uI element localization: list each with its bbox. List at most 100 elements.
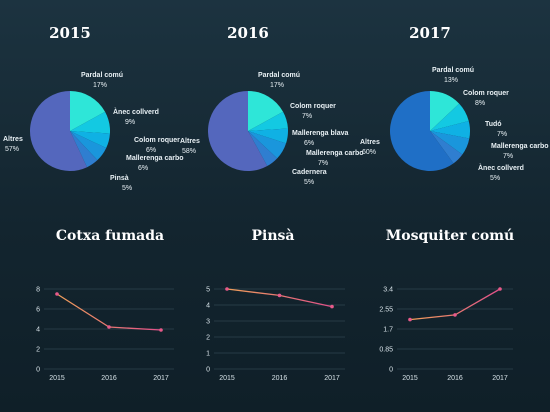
line-chart-cotxa-fumada: 0 2 4 6 8 2015 2016 2017 [36, 287, 174, 382]
y-tick-label: 0 [206, 367, 210, 374]
pie-slice-altres [30, 91, 88, 171]
pie-slice-altres [390, 91, 454, 171]
pie-slice-pardal-comu [248, 91, 284, 131]
y-tick-label: 4 [206, 303, 210, 310]
pie-value-altres: 58% [182, 148, 196, 155]
pie-slice-colom-roquer [248, 111, 288, 131]
data-point [107, 325, 111, 329]
pie-slice-pinsa [70, 131, 98, 168]
line-chart-pinsa: 0 1 2 3 4 5 2015 2016 2017 [206, 287, 345, 382]
pie-value-tudo: 7% [497, 131, 507, 138]
line-title-mosquiter-comu: Mosquiter comú [386, 228, 514, 244]
line-chart-mosquiter-comu: 0 0.85 1.7 2.55 3.4 2015 2016 2017 [379, 287, 513, 382]
pie-label-pardal-comu: Pardal comú [432, 67, 474, 74]
pie-slice-pardal-comu [70, 91, 106, 131]
data-point [159, 328, 163, 332]
pie-label-tudo: Tudó [485, 121, 502, 128]
y-tick-label: 3 [206, 319, 210, 326]
pie-slice-mallerenga-carbo [430, 131, 470, 155]
series-line [56, 293, 162, 331]
x-tick-label: 2015 [49, 375, 65, 382]
pie-label-mallerenga-carbo: Mallerenga carbo [306, 150, 364, 157]
y-tick-label: 0 [36, 367, 40, 374]
pie-label-colom-roquer: Colom roquer [134, 137, 180, 144]
pie-value-pardal-comu: 17% [93, 82, 107, 89]
line-title-cotxa-fumada: Cotxa fumada [56, 228, 164, 244]
data-point [453, 313, 457, 317]
pie-slice-mallerenga-carbo [70, 131, 107, 161]
pie-slice-colom-roquer [430, 103, 469, 131]
pie-label-mallerenga-carbo: Mallerenga carbo [491, 143, 549, 150]
x-tick-label: 2017 [492, 375, 508, 382]
pie-value-altres: 57% [5, 146, 19, 153]
pie-label-cadernera: Cadernera [292, 169, 327, 176]
pie-2015: Pardal comú 17% Ànec collverd 9% Colom roque… [3, 72, 184, 192]
data-point [498, 287, 502, 291]
pie-slice-cadernera [248, 131, 278, 167]
pie-value-mallerenga-carbo: 7% [318, 160, 328, 167]
pie-value-colom-roquer: 8% [475, 100, 485, 107]
series-line [226, 288, 333, 308]
y-tick-label: 3.4 [383, 287, 393, 294]
pie-label-pardal-comu: Pardal comú [81, 72, 123, 79]
pie-slice-pardal-comu [430, 91, 460, 131]
y-tick-label: 2 [36, 347, 40, 354]
pie-value-colom-roquer: 7% [302, 113, 312, 120]
pie-value-mallerenga-blava: 6% [304, 140, 314, 147]
data-point [225, 287, 229, 291]
pie-value-mallerenga-carbo: 7% [503, 153, 513, 160]
pie-title-2017: 2017 [409, 24, 451, 42]
pie-label-anec-collverd: Ànec collverd [478, 163, 524, 172]
pie-value-anec-collverd: 5% [490, 175, 500, 182]
x-tick-label: 2015 [219, 375, 235, 382]
pie-slice-mallerenga-carbo [248, 131, 287, 159]
pie-slice-anec-collverd [430, 131, 463, 164]
x-tick-label: 2016 [272, 375, 288, 382]
pie-value-cadernera: 5% [304, 179, 314, 186]
pie-value-altres: 60% [362, 149, 376, 156]
pie-slice-colom-roquer [70, 131, 110, 149]
pie-title-2015: 2015 [49, 24, 91, 42]
pie-label-mallerenga-blava: Mallerenga blava [292, 130, 349, 137]
pie-slice-mallerenga-blava [248, 128, 289, 144]
y-tick-label: 5 [206, 287, 210, 294]
y-tick-label: 2 [206, 335, 210, 342]
pie-label-pardal-comu: Pardal comú [258, 72, 300, 79]
pie-2017: Pardal comú 13% Colom roquer 8% Tudó 7% Maller… [360, 67, 549, 182]
pie-2016: Pardal comú 17% Colom roquer 7% Mallerenga b… [180, 72, 364, 186]
x-tick-label: 2017 [324, 375, 340, 382]
x-tick-label: 2015 [402, 375, 418, 382]
y-tick-label: 1 [206, 351, 210, 358]
data-point [408, 317, 412, 322]
pie-value-pardal-comu: 17% [270, 82, 284, 89]
y-tick-label: 8 [36, 287, 40, 294]
y-tick-label: 4 [36, 327, 40, 334]
pie-value-mallerenga-carbo: 6% [138, 165, 148, 172]
pie-label-mallerenga-carbo: Mallerenga carbo [126, 155, 184, 162]
line-title-pinsa: Pinsà [252, 228, 295, 244]
data-point [55, 292, 59, 296]
pie-slice-tudo [430, 121, 470, 139]
x-tick-label: 2016 [101, 375, 117, 382]
pie-label-altres: Altres [180, 138, 200, 145]
x-tick-label: 2017 [153, 375, 169, 382]
pie-title-2016: 2016 [227, 24, 269, 42]
y-tick-label: 1.7 [383, 327, 393, 334]
pie-slice-anec-collverd [70, 111, 110, 134]
y-tick-label: 6 [36, 307, 40, 314]
pie-label-altres: Altres [3, 136, 23, 143]
pie-value-anec-collverd: 9% [125, 119, 135, 126]
data-point [277, 293, 282, 298]
pie-value-pinsa: 5% [122, 185, 132, 192]
pie-label-colom-roquer: Colom roquer [290, 103, 336, 110]
y-tick-label: 2.55 [379, 307, 393, 314]
pie-label-anec-collverd: Ànec collverd [113, 107, 159, 116]
pie-value-pardal-comu: 13% [444, 77, 458, 84]
pie-label-pinsa: Pinsà [110, 175, 129, 182]
pie-label-altres: Altres [360, 139, 380, 146]
pie-slice-altres [207, 91, 268, 171]
x-tick-label: 2016 [447, 375, 463, 382]
pie-label-colom-roquer: Colom roquer [463, 90, 509, 97]
y-tick-label: 0 [389, 367, 393, 374]
